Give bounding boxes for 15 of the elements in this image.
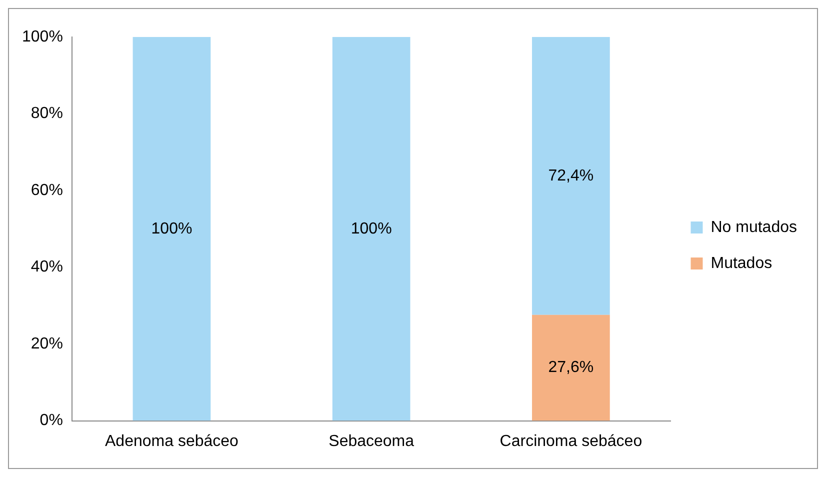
x-tick-label: Carcinoma sebáceo [500,432,642,450]
x-tick-label: Adenoma sebáceo [105,432,239,450]
y-tick-label: 20% [30,335,63,352]
legend-label: No mutados [710,218,797,236]
y-tick-label: 40% [30,258,63,276]
data-label: 27,6% [548,359,594,376]
data-label: 72,4% [548,167,594,184]
data-label: 100% [151,220,192,238]
y-tick-label: 80% [30,105,63,122]
y-tick-label: 100% [22,28,63,46]
data-label: 100% [350,220,392,238]
x-tick-label: Sebaceoma [328,432,414,450]
y-tick-label: 60% [30,182,63,199]
legend-label: Mutados [710,254,772,272]
y-tick-label: 0% [40,412,63,430]
